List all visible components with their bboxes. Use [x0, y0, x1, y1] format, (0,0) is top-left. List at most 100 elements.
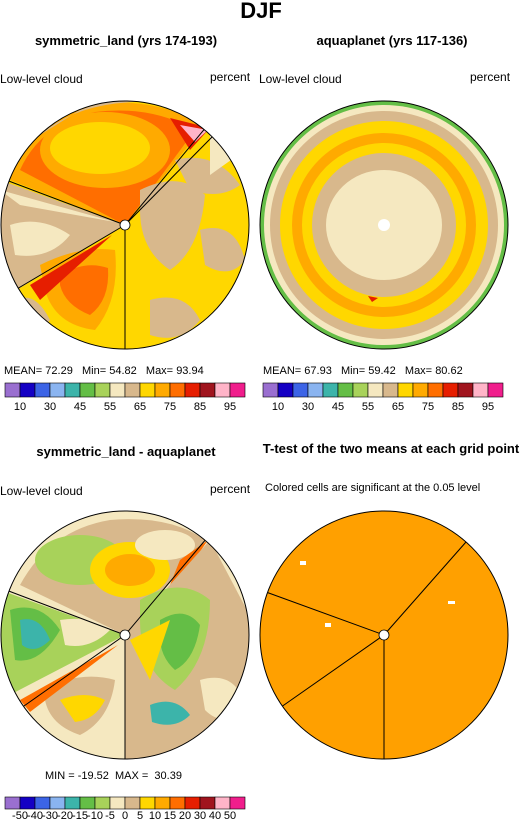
colorbar-swatch: [367, 382, 384, 398]
colorbar-tick-label: 10: [148, 810, 162, 822]
colorbar-swatch: [382, 382, 399, 398]
colorbar-swatch: [109, 382, 126, 398]
colorbar-tick-label: 95: [223, 401, 237, 413]
colorbar-swatch: [49, 382, 66, 398]
colorbar-swatch: [94, 796, 111, 810]
colorbar-swatch: [412, 382, 429, 398]
colorbar-tick-label: -15: [72, 810, 88, 822]
colorbar-swatch: [4, 382, 21, 398]
panel-2-stats: MEAN= 67.93 Min= 59.42 Max= 80.62: [263, 365, 463, 377]
colorbar-swatch: [154, 382, 171, 398]
colorbar-3: [4, 796, 246, 810]
colorbar-swatch: [184, 382, 201, 398]
figure-title: DJF: [240, 0, 282, 23]
colorbar-swatch: [277, 382, 294, 398]
colorbar-tick-label: -5: [105, 810, 115, 822]
panel-2-title: aquaplanet (yrs 117-136): [316, 33, 468, 48]
colorbar-tick-label: 50: [223, 810, 237, 822]
colorbar-swatch: [109, 796, 126, 810]
colorbar-swatch: [19, 796, 36, 810]
colorbar-tick-label: -10: [87, 810, 103, 822]
colorbar-swatch: [229, 796, 246, 810]
colorbar-swatch: [442, 382, 459, 398]
colorbar-swatch: [487, 382, 504, 398]
colorbar-tick-label: 45: [73, 401, 87, 413]
panel-3-units-label: percent: [210, 482, 251, 496]
colorbar-swatch: [79, 382, 96, 398]
colorbar-swatch: [34, 382, 51, 398]
colorbar-tick-label: 65: [133, 401, 147, 413]
colorbar-swatch: [139, 382, 156, 398]
colorbar-tick-label: 20: [178, 810, 192, 822]
colorbar-tick-label: 95: [481, 401, 495, 413]
colorbar-swatch: [124, 382, 141, 398]
colorbar-tick-label: 15: [163, 810, 177, 822]
colorbar-swatch: [307, 382, 324, 398]
colorbar-tick-label: 10: [13, 401, 27, 413]
colorbar-swatch: [322, 382, 339, 398]
panel-4-title: T-test of the two means at each grid poi…: [262, 441, 520, 456]
colorbar-swatch: [457, 382, 474, 398]
panel-2-map: [260, 101, 508, 349]
colorbar-swatch: [214, 382, 231, 398]
colorbar-tick-label: -40: [27, 810, 43, 822]
colorbar-tick-label: 40: [208, 810, 222, 822]
colorbar-swatch: [229, 382, 246, 398]
colorbar-swatch: [337, 382, 354, 398]
colorbar-swatch: [64, 382, 81, 398]
colorbar-tick-label: 55: [361, 401, 375, 413]
colorbar-tick-label: 85: [451, 401, 465, 413]
panel-3-stats: MIN = -19.52 MAX = 30.39: [45, 770, 182, 782]
colorbar-tick-label: 65: [391, 401, 405, 413]
colorbar-swatch: [94, 382, 111, 398]
panel-1-globe-outline: [0, 100, 250, 350]
panel-2-units-label: percent: [470, 70, 511, 84]
colorbar-tick-label: 30: [43, 401, 57, 413]
colorbar-swatch: [139, 796, 156, 810]
panel-2-variable-label: Low-level cloud: [259, 72, 342, 86]
colorbar-swatch: [427, 382, 444, 398]
panel-3-globe-outline: [0, 510, 250, 760]
colorbar-swatch: [4, 796, 21, 810]
panel-4-map: [260, 511, 508, 759]
colorbar-tick-label: 85: [193, 401, 207, 413]
colorbar-swatch: [352, 382, 369, 398]
colorbar-swatch: [262, 382, 279, 398]
colorbar-swatch: [124, 796, 141, 810]
colorbar-swatch: [292, 382, 309, 398]
panel-4-globe-outline: [259, 510, 509, 760]
colorbar-swatch: [199, 382, 216, 398]
colorbar-swatch: [154, 796, 171, 810]
colorbar-swatch: [79, 796, 96, 810]
panel-1-variable-label: Low-level cloud: [0, 72, 83, 86]
colorbar-swatch: [397, 382, 414, 398]
panel-3-title: symmetric_land - aquaplanet: [36, 444, 216, 459]
colorbar-tick-label: 0: [121, 810, 129, 822]
panel-1-stats: MEAN= 72.29 Min= 54.82 Max= 93.94: [4, 365, 204, 377]
colorbar-swatch: [34, 796, 51, 810]
colorbar-tick-label: -50: [12, 810, 28, 822]
colorbar-tick-label: 30: [301, 401, 315, 413]
panel-2-globe-outline: [259, 100, 509, 350]
panel-1-map: [1, 101, 249, 349]
colorbar-swatch: [169, 382, 186, 398]
colorbar-swatch: [49, 796, 66, 810]
colorbar-swatch: [199, 796, 216, 810]
colorbar-tick-label: 10: [271, 401, 285, 413]
colorbar-tick-label: -30: [42, 810, 58, 822]
colorbar-swatch: [64, 796, 81, 810]
colorbar-tick-label: 55: [103, 401, 117, 413]
colorbar-tick-label: 5: [136, 810, 144, 822]
colorbar-tick-label: 75: [421, 401, 435, 413]
panel-1-units-label: percent: [210, 70, 251, 84]
panel-4-subtitle: Colored cells are significant at the 0.0…: [265, 482, 481, 494]
colorbar-tick-label: 45: [331, 401, 345, 413]
colorbar-swatch: [184, 796, 201, 810]
panel-1-title: symmetric_land (yrs 174-193): [34, 33, 218, 48]
colorbar-tick-label: 75: [163, 401, 177, 413]
colorbar-swatch: [19, 382, 36, 398]
colorbar-swatch: [169, 796, 186, 810]
colorbar-tick-label: 30: [193, 810, 207, 822]
colorbar-1: [4, 382, 246, 398]
